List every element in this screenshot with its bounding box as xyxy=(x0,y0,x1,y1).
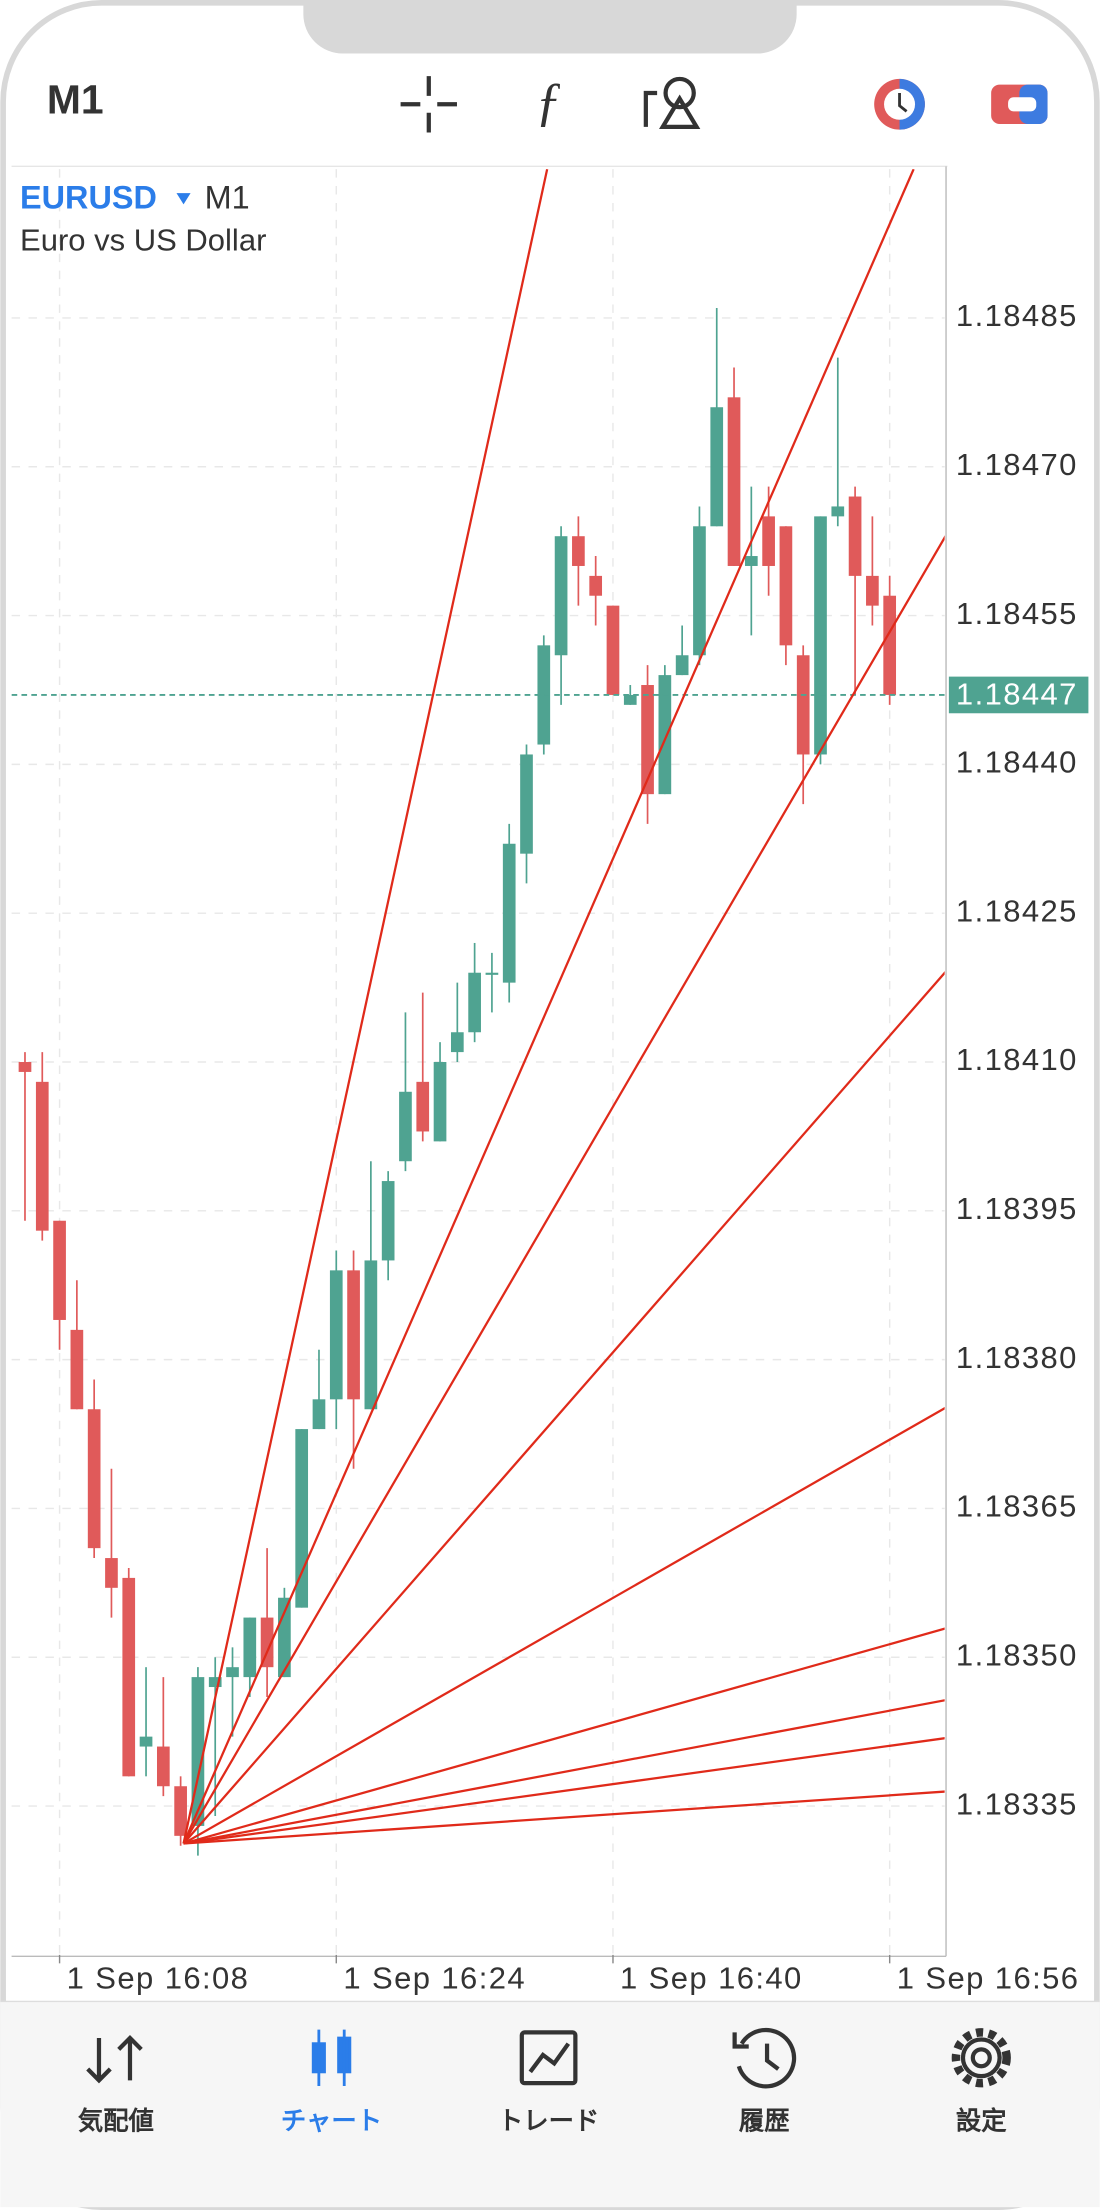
candle-body xyxy=(762,516,775,566)
candle-body xyxy=(191,1677,205,1826)
candle-body xyxy=(866,575,879,606)
candle-body xyxy=(641,685,654,795)
tab-label[interactable]: チャート xyxy=(281,2107,382,2135)
candle-body xyxy=(675,655,689,676)
symbol-dropdown[interactable] xyxy=(176,193,191,205)
candle-body xyxy=(208,1677,222,1688)
y-tick-label: 1.18470 xyxy=(956,447,1078,482)
y-tick-label: 1.18425 xyxy=(956,893,1078,928)
y-tick-label: 1.18455 xyxy=(956,596,1078,631)
candle-body xyxy=(883,595,897,695)
symbol[interactable]: EURUSD xyxy=(20,180,157,216)
y-tick-label: 1.18395 xyxy=(956,1191,1078,1226)
y-tick-label: 1.18380 xyxy=(956,1340,1078,1375)
candle-body xyxy=(848,496,862,576)
history-tab-icon[interactable] xyxy=(732,2027,797,2089)
candle-body xyxy=(658,675,672,795)
candle-body xyxy=(174,1786,187,1836)
x-tick-label: 1 Sep 16:56 xyxy=(897,1960,1080,1995)
quotes-tab-icon[interactable] xyxy=(86,2035,143,2084)
notch xyxy=(303,0,797,54)
candle-body xyxy=(347,1270,360,1400)
candle-body xyxy=(260,1617,274,1668)
candle-body xyxy=(35,1081,49,1231)
trade-tab-icon[interactable] xyxy=(519,2030,578,2086)
candle-body xyxy=(710,407,724,527)
candle-body xyxy=(18,1062,32,1072)
gann-fan xyxy=(182,169,945,1845)
candle-body xyxy=(312,1399,326,1430)
tab-label[interactable]: 設定 xyxy=(956,2106,1007,2135)
symbol-description: Euro vs US Dollar xyxy=(20,223,266,258)
y-tick-label: 1.18410 xyxy=(956,1042,1078,1077)
tab-bar xyxy=(0,2001,1100,2208)
candle-body xyxy=(814,516,827,755)
trade-toggle-icon[interactable] xyxy=(991,84,1048,125)
candle-body xyxy=(87,1409,101,1549)
candle-body xyxy=(416,1081,430,1132)
candle-body xyxy=(105,1558,118,1588)
timeframe-button[interactable]: M1 xyxy=(47,77,104,123)
candle-body xyxy=(485,972,499,975)
settings-tab-icon[interactable] xyxy=(951,2028,1011,2088)
tab-label[interactable]: トレード xyxy=(498,2107,599,2135)
candle-body xyxy=(589,575,603,596)
indicator-icon[interactable]: ƒ xyxy=(535,71,562,131)
current-price-label: 1.18447 xyxy=(956,677,1078,712)
y-tick-label: 1.18350 xyxy=(956,1637,1078,1672)
candle-body xyxy=(450,1032,464,1053)
candle-body xyxy=(156,1746,170,1787)
x-tick-label: 1 Sep 16:08 xyxy=(67,1960,250,1995)
candle-body xyxy=(468,972,481,1033)
tab-label[interactable]: 履歴 xyxy=(739,2107,790,2135)
candle-body xyxy=(433,1062,447,1142)
candle-body xyxy=(502,843,516,983)
candle-body xyxy=(70,1329,84,1410)
timer-icon[interactable] xyxy=(874,78,925,130)
candle-body xyxy=(226,1667,239,1678)
candle-body xyxy=(693,526,706,656)
current-price-box xyxy=(948,676,1089,714)
candle-body xyxy=(606,605,620,695)
candle-body xyxy=(572,536,585,566)
y-tick-label: 1.18485 xyxy=(956,298,1078,333)
chart-timeframe: M1 xyxy=(205,180,250,216)
chart-tab-icon[interactable] xyxy=(311,2029,352,2086)
candle-body xyxy=(53,1220,66,1320)
candle-body xyxy=(779,526,793,646)
candle-body xyxy=(520,754,533,854)
candle-body xyxy=(554,536,568,656)
crosshair-icon[interactable] xyxy=(400,76,457,133)
y-tick-label: 1.18440 xyxy=(956,745,1078,780)
candle-body xyxy=(399,1091,412,1162)
tab-label[interactable]: 気配値 xyxy=(78,2106,154,2135)
candle-body xyxy=(329,1270,343,1400)
candle-body xyxy=(727,397,741,566)
objects-icon[interactable] xyxy=(643,76,701,129)
x-tick-label: 1 Sep 16:24 xyxy=(343,1960,526,1995)
y-tick-label: 1.18365 xyxy=(956,1489,1078,1524)
candle-body xyxy=(623,694,637,705)
candle-body xyxy=(139,1736,153,1747)
candle-body xyxy=(364,1260,378,1410)
candle-body xyxy=(744,556,758,566)
candle-body xyxy=(831,506,845,517)
candle-body xyxy=(243,1617,257,1678)
x-tick-label: 1 Sep 16:40 xyxy=(620,1960,803,1995)
candle-body xyxy=(381,1181,395,1261)
candle-body xyxy=(796,655,810,755)
candle-body xyxy=(122,1577,136,1777)
candle-body xyxy=(537,645,551,745)
y-tick-label: 1.18335 xyxy=(956,1786,1078,1821)
